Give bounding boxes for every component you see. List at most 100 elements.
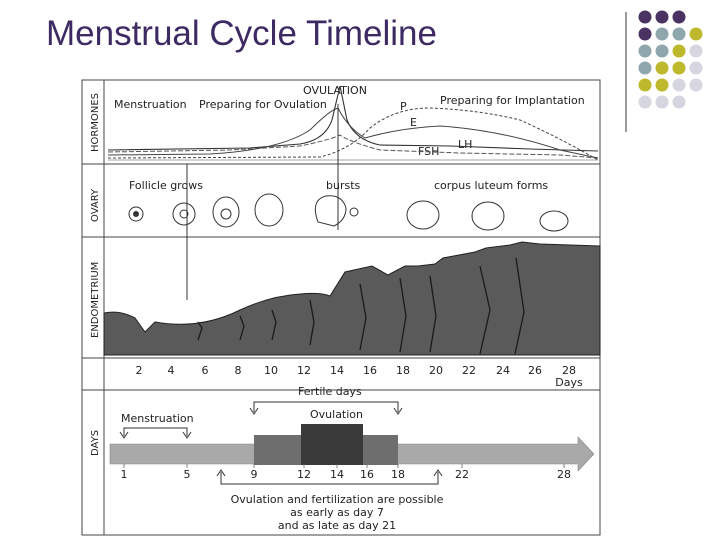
- days-unit-label: Days: [555, 376, 583, 389]
- menstruation-bracket-label: Menstruation: [121, 412, 194, 425]
- corpus-luteum-label: corpus luteum forms: [434, 179, 548, 192]
- corpus-luteum-stage: [539, 210, 569, 232]
- menstruation-bracket: [123, 427, 188, 436]
- endometrium-day-axis: 2 4 6 8 10 12 14 16 18 20 22 24 26 28 Da…: [136, 364, 583, 389]
- row-label-ovary: OVARY: [90, 188, 101, 222]
- progesterone-curve: [107, 107, 599, 161]
- hormone-label-e: E: [410, 116, 417, 129]
- follicle-stage: [128, 206, 144, 222]
- gland: [239, 315, 245, 341]
- timeline-day-label: 28: [557, 468, 571, 481]
- timeline-day-label: 16: [360, 468, 374, 481]
- menstruation-arrow-left: [119, 431, 129, 439]
- dot: [689, 27, 703, 41]
- day-tick-label: 14: [330, 364, 344, 377]
- timeline-ticks: [123, 464, 565, 468]
- dot: [655, 95, 669, 109]
- possible-window-arrow-left: [216, 469, 226, 477]
- timeline-day-label: 14: [330, 468, 344, 481]
- row-label-endometrium: ENDOMETRIUM: [90, 262, 101, 338]
- days-timeline: Menstruation Ovulation 1 5 9 12 14 16 18…: [109, 401, 595, 532]
- timeline-day-label: 1: [121, 468, 128, 481]
- day-tick-label: 20: [429, 364, 443, 377]
- dot: [638, 95, 652, 109]
- dot: [672, 10, 686, 24]
- dot: [672, 78, 686, 92]
- fertilization-note-line2: as early as day 7: [290, 506, 384, 519]
- day-tick-label: 12: [297, 364, 311, 377]
- corpus-luteum-stage: [406, 200, 440, 230]
- dot: [672, 44, 686, 58]
- follicle-stages: [128, 193, 569, 232]
- dot: [655, 78, 669, 92]
- fertilization-note-line3: and as late as day 21: [278, 519, 396, 532]
- phase-label-preparing-ovulation: Preparing for Ovulation: [199, 98, 327, 111]
- menstruation-arrow-right: [182, 431, 192, 439]
- phase-label-menstruation: Menstruation: [114, 98, 187, 111]
- fertile-window-arrow-left: [249, 407, 259, 415]
- fertile-days-label: Fertile days: [298, 385, 362, 398]
- lh-curve: [107, 85, 599, 152]
- bursts-label: bursts: [326, 179, 361, 192]
- ovulation-window-label: Ovulation: [310, 408, 363, 421]
- day-tick-label: 22: [462, 364, 476, 377]
- dot: [689, 78, 703, 92]
- row-label-days: DAYS: [90, 430, 101, 456]
- day-tick-label: 8: [235, 364, 242, 377]
- fertile-window-arrow-right: [393, 407, 403, 415]
- corpus-luteum-stage: [471, 201, 505, 231]
- dot: [672, 61, 686, 75]
- dot: [689, 44, 703, 58]
- hormone-label-p: P: [400, 100, 407, 113]
- day-tick-label: 2: [136, 364, 143, 377]
- day-tick-label: 10: [264, 364, 278, 377]
- follicle-stage: [172, 202, 196, 226]
- dot: [638, 10, 652, 24]
- gland: [514, 257, 525, 355]
- follicle-stage: [212, 196, 240, 228]
- hormones-panel: Menstruation Preparing for Ovulation OVU…: [107, 84, 599, 161]
- fertilization-note-line1: Ovulation and fertilization are possible: [231, 493, 444, 506]
- follicle-stage-core: [220, 208, 232, 220]
- dot: [655, 61, 669, 75]
- slide-title: Menstrual Cycle Timeline: [46, 14, 437, 53]
- bursting-follicle: [314, 195, 347, 227]
- gland: [479, 265, 491, 355]
- ovary-panel: Follicle grows bursts corpus luteum form…: [128, 179, 569, 232]
- gland: [429, 275, 437, 353]
- day-tick-label: 6: [202, 364, 209, 377]
- gland: [359, 283, 367, 351]
- day-tick-label: 28: [562, 364, 576, 377]
- gland: [271, 309, 277, 341]
- endometrium-glands: [197, 257, 525, 355]
- hormone-label-lh: LH: [458, 138, 472, 151]
- possible-window-bracket: [220, 472, 439, 485]
- dot: [689, 61, 703, 75]
- gland: [197, 321, 203, 341]
- follicle-stage: [254, 193, 284, 227]
- day-tick-label: 24: [496, 364, 510, 377]
- timeline-day-label: 9: [251, 468, 258, 481]
- dot: [638, 61, 652, 75]
- fertile-window-bracket: [253, 401, 399, 412]
- dot: [638, 78, 652, 92]
- gland: [399, 277, 407, 353]
- dot: [655, 10, 669, 24]
- dot: [638, 44, 652, 58]
- possible-window-arrow-right: [433, 469, 443, 477]
- fsh-curve: [107, 134, 599, 159]
- day-tick-label: 18: [396, 364, 410, 377]
- timeline-day-label: 5: [184, 468, 191, 481]
- decorative-dot-grid: [625, 10, 703, 132]
- gland: [309, 299, 315, 346]
- follicle-stage-core: [179, 209, 189, 219]
- row-label-hormones: HORMONES: [90, 93, 101, 152]
- day-tick-label: 26: [528, 364, 542, 377]
- released-ovum: [349, 207, 359, 217]
- day-tick-label: 16: [363, 364, 377, 377]
- dot: [672, 95, 686, 109]
- dot: [655, 44, 669, 58]
- day-tick-label: 4: [168, 364, 175, 377]
- dot: [672, 27, 686, 41]
